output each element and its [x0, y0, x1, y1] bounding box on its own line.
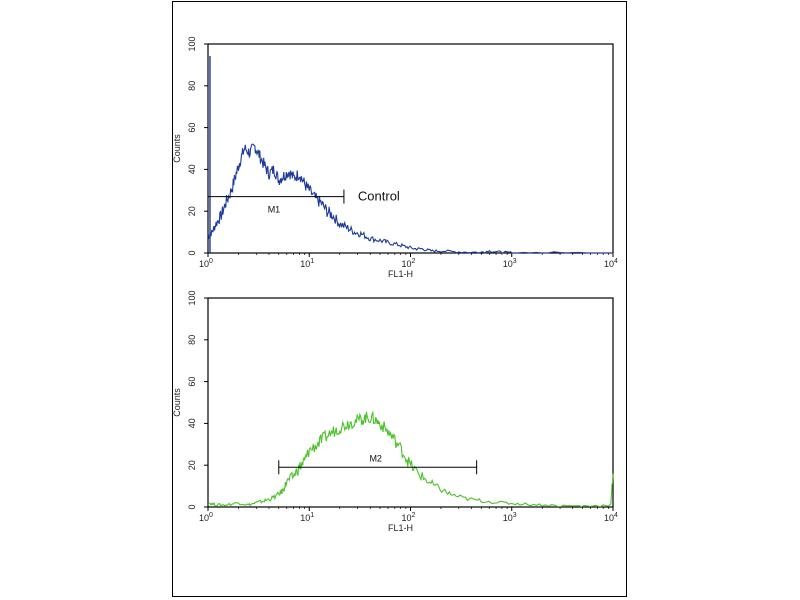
top-histogram-line: [207, 143, 613, 254]
top-y-tick-label: 20: [187, 206, 197, 216]
bottom-x-tick-label: 103: [503, 512, 517, 523]
top-y-tick-label: 80: [187, 81, 197, 91]
bottom-y-tick-label: 20: [187, 460, 197, 470]
figure-frame: [172, 1, 627, 597]
top-x-tick-label: 102: [402, 258, 416, 269]
top-x-axis-title: FL1-H: [388, 269, 413, 279]
bottom-x-tick-label: 102: [402, 512, 416, 523]
top-y-tick-label: 0: [187, 250, 197, 255]
bottom-x-tick-label: 104: [604, 512, 618, 523]
bottom-y-tick-label: 80: [187, 335, 197, 345]
bottom-y-tick-label: 100: [187, 290, 197, 305]
top-x-tick-label: 104: [604, 258, 618, 269]
bottom-y-tick-label: 60: [187, 377, 197, 387]
top-plot-area: [207, 43, 614, 254]
top-y-tick-label: 40: [187, 164, 197, 174]
bottom-x-tick-label: 101: [300, 512, 314, 523]
top-x-tick-label: 103: [503, 258, 517, 269]
bottom-x-tick-label: 100: [199, 512, 213, 523]
bottom-y-axis-title: Counts: [172, 388, 182, 417]
top-annotation: Control: [358, 189, 400, 204]
top-x-tick-label: 101: [300, 258, 314, 269]
bottom-y-tick-label: 0: [187, 504, 197, 509]
top-marker-label: M1: [268, 205, 281, 215]
bottom-plot-area: [207, 297, 614, 508]
bottom-y-tick-label: 40: [187, 418, 197, 428]
top-x-tick-label: 100: [199, 258, 213, 269]
top-y-tick-label: 60: [187, 123, 197, 133]
top-y-tick-label: 100: [187, 36, 197, 51]
bottom-marker-label: M2: [369, 453, 382, 463]
top-y-axis-title: Counts: [172, 134, 182, 163]
bottom-histogram-line: [207, 410, 614, 508]
bottom-x-axis-title: FL1-H: [388, 523, 413, 533]
